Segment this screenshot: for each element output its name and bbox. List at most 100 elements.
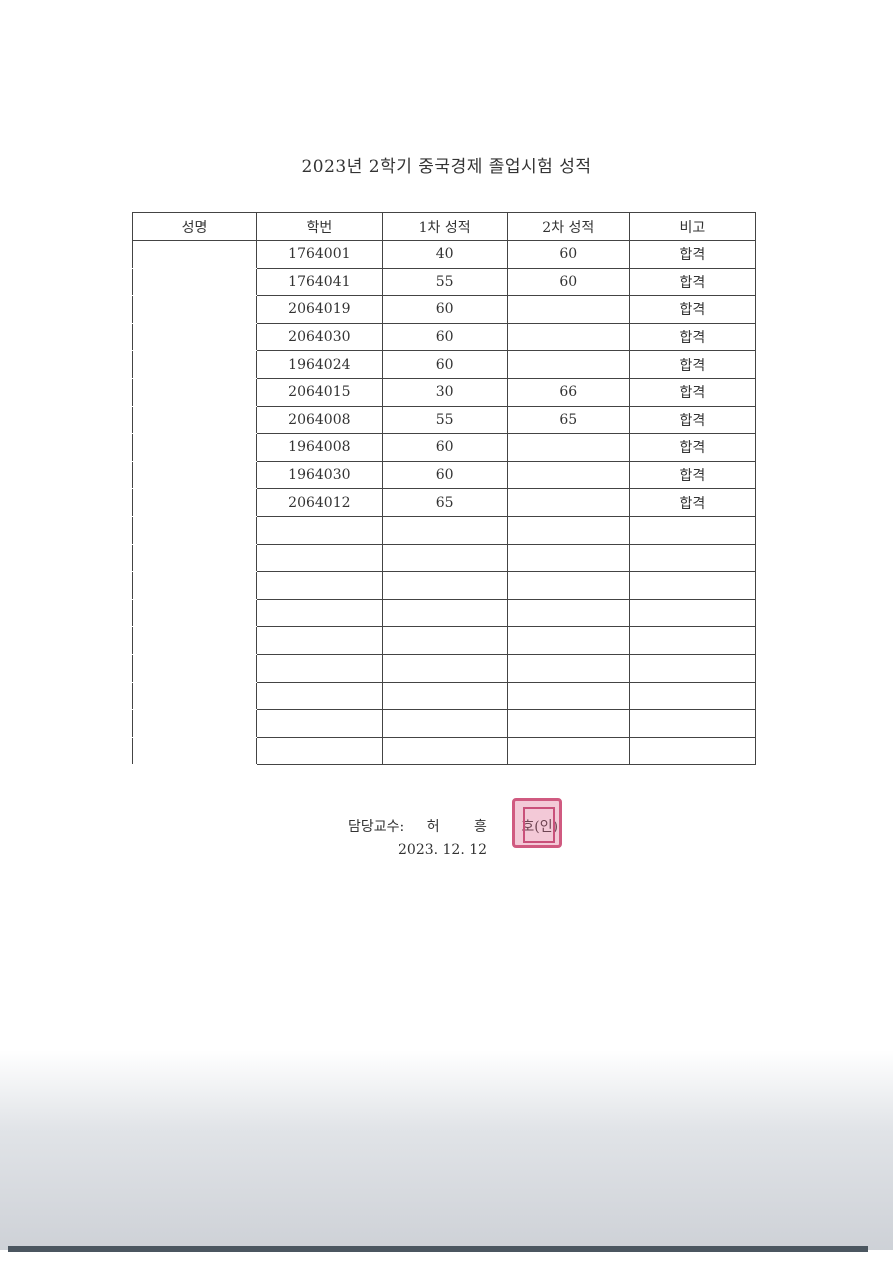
- table-row: 1964030 60 합격: [131, 460, 757, 490]
- table-row: 1964008 60 합격: [131, 433, 757, 462]
- note-cell: [628, 626, 757, 655]
- student-id-cell: [256, 515, 383, 545]
- second-score-cell: [506, 350, 630, 379]
- first-score-cell: [381, 681, 508, 711]
- student-id-cell: [256, 653, 383, 683]
- student-id-cell: 1964008: [256, 433, 383, 462]
- first-score-cell: 60: [381, 460, 508, 490]
- note-cell: [628, 515, 757, 545]
- student-name-redacted: [131, 322, 258, 352]
- table-header-row: 성명 학번 1차 성적 2차 성적 비고: [131, 212, 757, 241]
- professor-label: 담당교수:: [348, 819, 405, 835]
- student-id-cell: [256, 709, 383, 738]
- student-name-redacted: [131, 267, 258, 297]
- student-name-redacted: [131, 571, 258, 600]
- note-cell: 합격: [628, 433, 757, 462]
- student-id-cell: 2064019: [256, 295, 383, 324]
- signature-date: 2023. 12. 12: [398, 842, 488, 858]
- student-name-redacted: [131, 377, 258, 407]
- student-id-cell: 2064030: [256, 322, 383, 352]
- first-score-cell: 60: [381, 350, 508, 379]
- table-row: [131, 571, 757, 600]
- note-cell: 합격: [628, 322, 757, 352]
- table-row: 1964024 60 합격: [131, 350, 757, 379]
- second-score-cell: [506, 709, 630, 738]
- second-score-cell: [506, 543, 630, 573]
- first-score-cell: [381, 598, 508, 628]
- table-row: [131, 543, 757, 573]
- note-cell: [628, 709, 757, 738]
- second-score-cell: [506, 488, 630, 517]
- student-id-cell: [256, 598, 383, 628]
- student-id-cell: 1964024: [256, 350, 383, 379]
- student-id-cell: [256, 571, 383, 600]
- header-second-score: 2차 성적: [506, 212, 630, 241]
- student-id-cell: [256, 626, 383, 655]
- student-name-redacted: [131, 488, 258, 517]
- table-row: 2064008 55 65 합격: [131, 405, 757, 435]
- header-note: 비고: [628, 212, 757, 241]
- table-row: 1764041 55 60 합격: [131, 267, 757, 297]
- document-title: 2023년 2학기 중국경제 졸업시험 성적: [301, 157, 592, 177]
- note-cell: 합격: [628, 295, 757, 324]
- note-cell: 합격: [628, 267, 757, 297]
- header-name: 성명: [131, 212, 258, 241]
- table-row: [131, 626, 757, 655]
- student-id-cell: 1964030: [256, 460, 383, 490]
- first-score-cell: [381, 571, 508, 600]
- second-score-cell: [506, 736, 630, 766]
- student-name-redacted: [131, 433, 258, 462]
- second-score-cell: [506, 626, 630, 655]
- student-name-redacted: [131, 543, 258, 573]
- second-score-cell: 60: [506, 240, 630, 269]
- first-score-cell: [381, 626, 508, 655]
- second-score-cell: [506, 295, 630, 324]
- first-score-cell: 40: [381, 240, 508, 269]
- second-score-cell: [506, 322, 630, 352]
- student-id-cell: [256, 681, 383, 711]
- table-row: 2064015 30 66 합격: [131, 377, 757, 407]
- student-name-redacted: [131, 598, 258, 628]
- table-row: [131, 515, 757, 545]
- student-name-redacted: [131, 405, 258, 435]
- second-score-cell: [506, 460, 630, 490]
- table-row: [131, 681, 757, 711]
- note-cell: 합격: [628, 460, 757, 490]
- note-cell: [628, 571, 757, 600]
- table-row: 2064030 60 합격: [131, 322, 757, 352]
- first-score-cell: 30: [381, 377, 508, 407]
- header-first-score: 1차 성적: [381, 212, 508, 241]
- second-score-cell: [506, 515, 630, 545]
- second-score-cell: 65: [506, 405, 630, 435]
- first-score-cell: 60: [381, 295, 508, 324]
- first-score-cell: [381, 653, 508, 683]
- grades-table: 성명 학번 1차 성적 2차 성적 비고 1764001 40 60 합격 176404…: [131, 212, 757, 766]
- second-score-cell: [506, 571, 630, 600]
- note-cell: [628, 736, 757, 766]
- scan-edge: [8, 1246, 868, 1252]
- student-id-cell: [256, 736, 383, 766]
- student-id-cell: [256, 543, 383, 573]
- student-name-redacted: [131, 681, 258, 711]
- header-student-id: 학번: [256, 212, 383, 241]
- second-score-cell: [506, 653, 630, 683]
- second-score-cell: 60: [506, 267, 630, 297]
- professor-name-1: 허: [426, 819, 440, 835]
- second-score-cell: [506, 598, 630, 628]
- student-name-redacted: [131, 460, 258, 490]
- second-score-cell: [506, 681, 630, 711]
- student-name-redacted: [131, 515, 258, 545]
- first-score-cell: [381, 515, 508, 545]
- table-row: 2064019 60 합격: [131, 295, 757, 324]
- first-score-cell: 65: [381, 488, 508, 517]
- first-score-cell: 60: [381, 433, 508, 462]
- note-cell: 합격: [628, 405, 757, 435]
- note-cell: [628, 681, 757, 711]
- first-score-cell: [381, 709, 508, 738]
- first-score-cell: 55: [381, 405, 508, 435]
- student-id-cell: 2064015: [256, 377, 383, 407]
- note-cell: [628, 543, 757, 573]
- student-name-redacted: [131, 240, 258, 269]
- table-row: [131, 709, 757, 738]
- student-name-redacted: [131, 350, 258, 379]
